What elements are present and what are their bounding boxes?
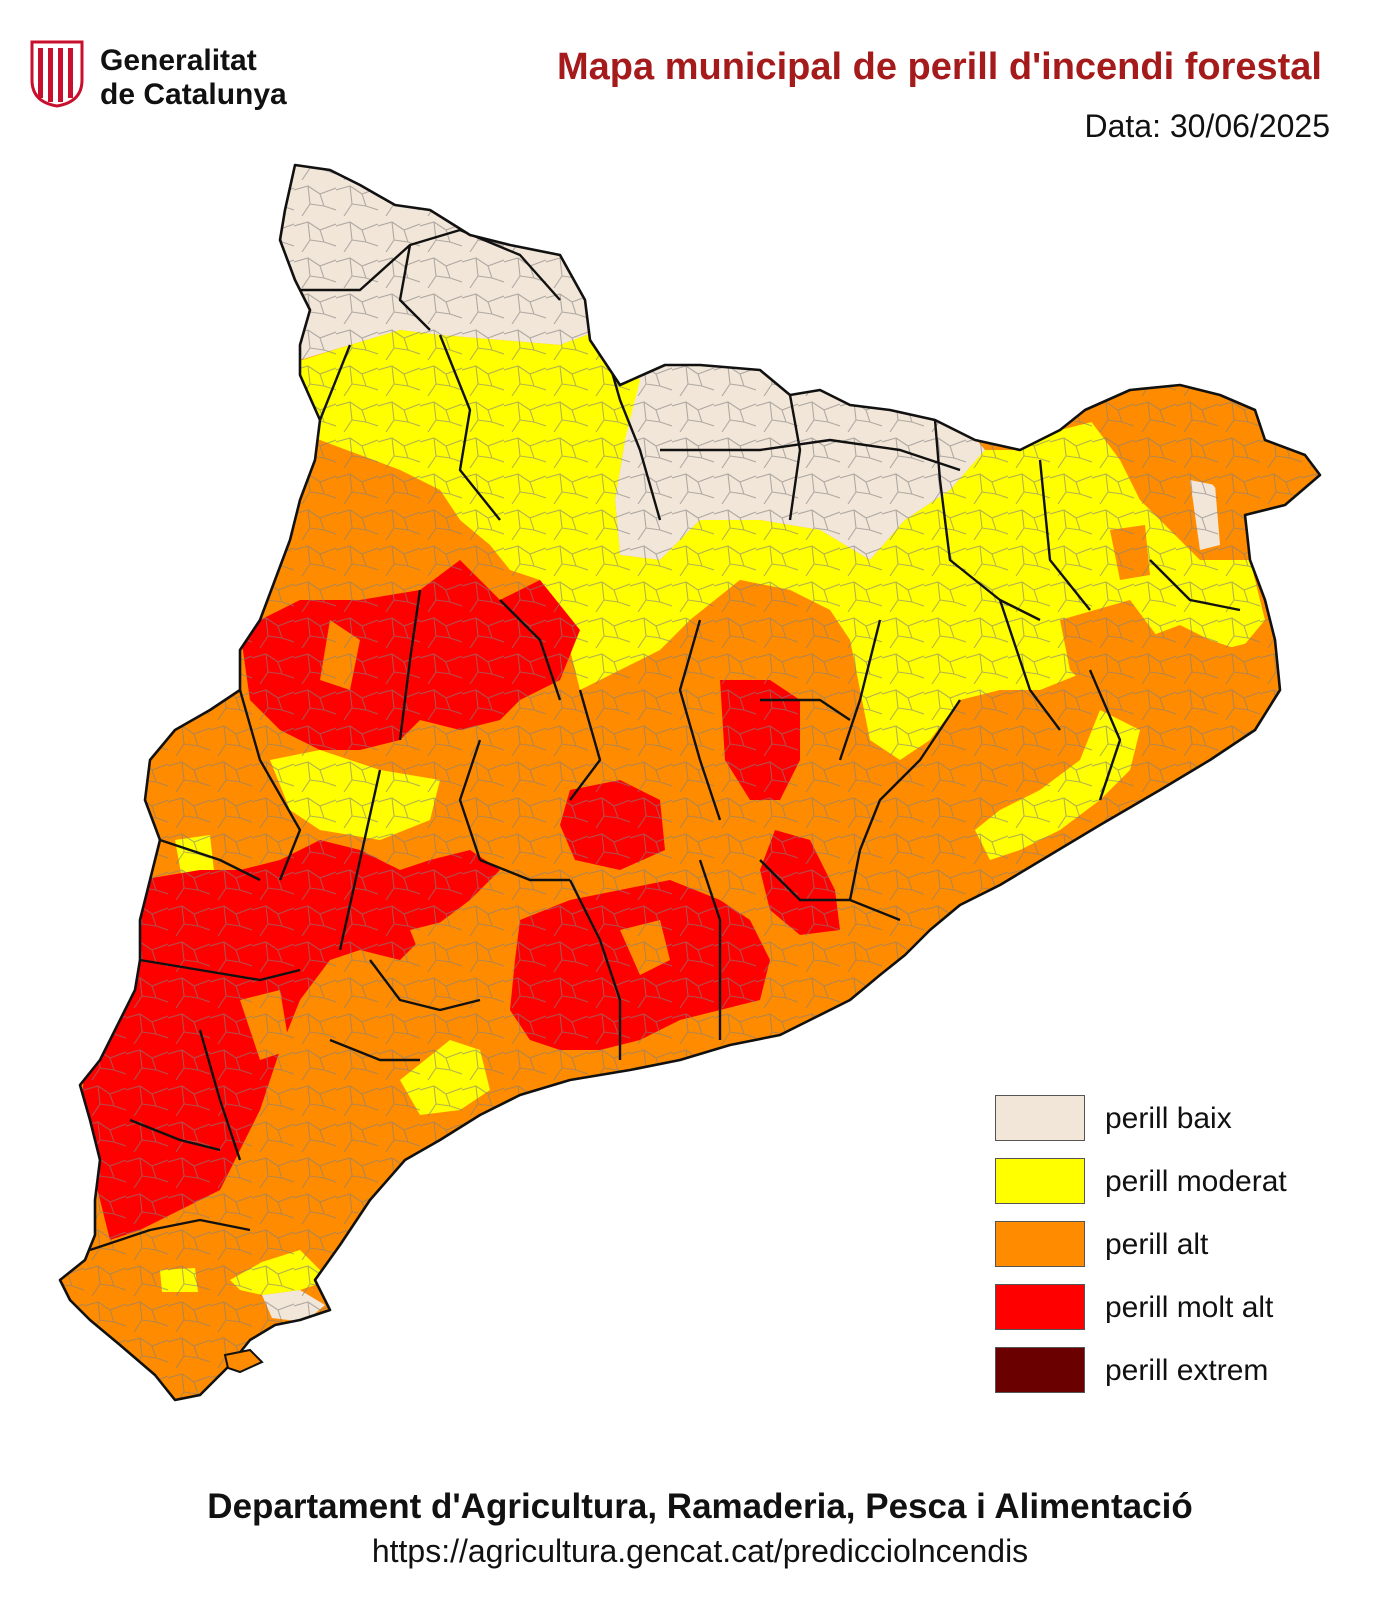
logo-line-2: de Catalunya xyxy=(100,78,287,111)
department-name: Departament d'Agricultura, Ramaderia, Pe… xyxy=(207,1487,1193,1526)
prediction-url-link[interactable]: https://agricultura.gencat.cat/prediccio… xyxy=(371,1533,1029,1569)
legend-item-high: perill alt xyxy=(995,1221,1335,1267)
legend-label-low: perill baix xyxy=(1105,1102,1232,1135)
legend-item-moderate: perill moderat xyxy=(995,1158,1335,1204)
delta-tip xyxy=(223,1348,264,1374)
legend: perill baix perill moderat perill alt pe… xyxy=(995,1095,1335,1410)
legend-swatch-very-high xyxy=(995,1284,1085,1330)
legend-swatch-extreme xyxy=(995,1347,1085,1393)
catalonia-border xyxy=(58,163,1322,1402)
legend-label-moderate: perill moderat xyxy=(1105,1165,1287,1198)
legend-item-extreme: perill extrem xyxy=(995,1347,1335,1393)
legend-label-very-high: perill molt alt xyxy=(1105,1291,1274,1324)
legend-label-high: perill alt xyxy=(1105,1228,1209,1261)
legend-item-low: perill baix xyxy=(995,1095,1335,1141)
legend-swatch-high xyxy=(995,1221,1085,1267)
logo-line-1: Generalitat xyxy=(100,44,257,77)
legend-item-very-high: perill molt alt xyxy=(995,1284,1335,1330)
map-date: Data: 30/06/2025 xyxy=(1084,108,1330,144)
legend-swatch-low xyxy=(995,1095,1085,1141)
catalan-shield-icon xyxy=(30,40,84,108)
map-title: Mapa municipal de perill d'incendi fores… xyxy=(557,46,1322,88)
legend-swatch-moderate xyxy=(995,1158,1085,1204)
legend-label-extreme: perill extrem xyxy=(1105,1354,1269,1387)
generalitat-logo: Generalitat de Catalunya xyxy=(28,40,328,120)
